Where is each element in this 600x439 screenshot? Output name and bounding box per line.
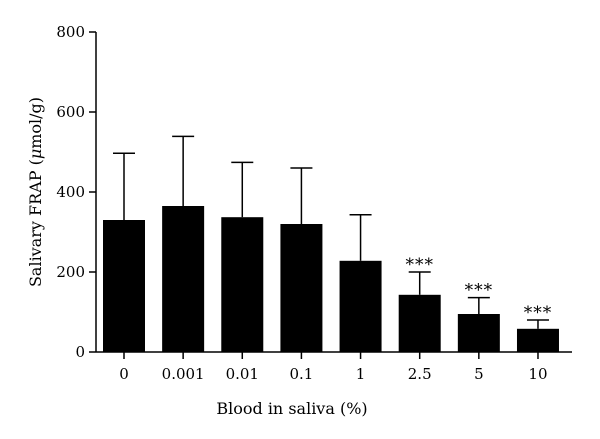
x-tick-label: 0.001 <box>162 365 205 383</box>
bar <box>398 294 441 352</box>
bar <box>339 260 382 352</box>
y-tick-label: 600 <box>56 103 85 121</box>
x-axis-title: Blood in saliva (%) <box>216 399 367 418</box>
significance-label: *** <box>405 255 434 275</box>
error-bars <box>113 135 549 329</box>
y-axis-title-prefix: Salivary FRAP ( <box>26 159 45 287</box>
bar <box>103 220 145 352</box>
bar <box>457 314 500 352</box>
bar <box>221 217 264 352</box>
bar <box>280 224 323 352</box>
significance-label: *** <box>465 281 494 301</box>
x-tick-label: 2.5 <box>408 365 432 383</box>
x-axis: 0 0.001 0.01 0.1 1 2.5 5 10 <box>96 351 572 383</box>
significance-annotations: *** *** *** <box>405 255 553 323</box>
x-tick-label: 0.1 <box>289 365 313 383</box>
y-axis-title-mu: μ <box>26 149 45 159</box>
significance-label: *** <box>524 303 553 323</box>
x-tick-label: 10 <box>528 365 547 383</box>
x-tick-label: 5 <box>474 365 484 383</box>
bar <box>516 328 559 352</box>
bar <box>162 206 205 352</box>
y-axis: 0 200 400 600 800 <box>56 23 97 361</box>
bars <box>103 206 559 352</box>
y-tick-label: 400 <box>56 183 85 201</box>
x-tick-label: 1 <box>356 365 366 383</box>
y-tick-label: 200 <box>56 263 85 281</box>
x-tick-label: 0 <box>119 365 129 383</box>
y-axis-title-suffix: mol/g) <box>26 97 45 149</box>
x-tick-label: 0.01 <box>226 365 259 383</box>
y-axis-title: Salivary FRAP (μmol/g) <box>26 97 45 287</box>
y-tick-label: 0 <box>75 343 85 361</box>
y-tick-label: 800 <box>56 23 85 41</box>
